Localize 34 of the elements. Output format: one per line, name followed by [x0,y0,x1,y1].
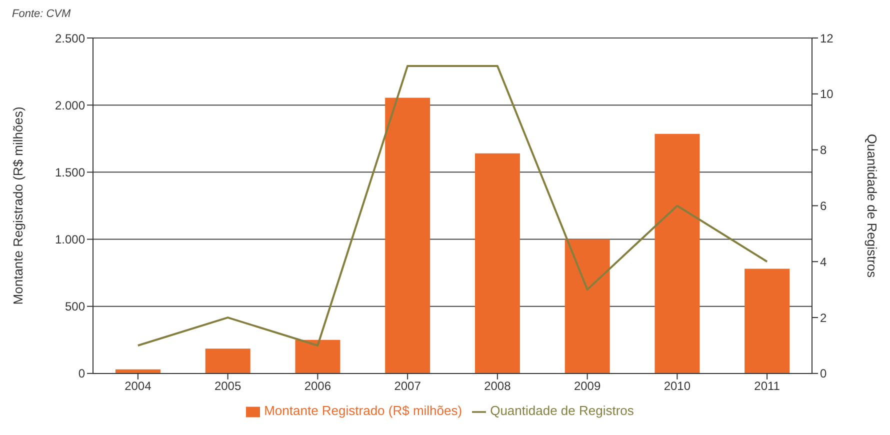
x-tick-label: 2007 [394,378,422,393]
y-tick-label: 1.000 [54,232,86,247]
bar [205,348,250,374]
x-tick-label: 2006 [304,378,332,393]
legend-label: Quantidade de Registros [490,403,634,418]
bar [744,268,790,374]
y2-tick-label: 2 [820,310,827,325]
source-note: Fonte: CVM [12,8,72,22]
y2-axis-title: Quantidade de Registros [864,134,880,278]
x-tick-label: 2009 [574,378,601,393]
bar [564,239,610,374]
x-tick-label: 2008 [484,378,512,393]
x-tick-label: 2011 [754,378,780,393]
y-tick-label: 500 [64,300,86,314]
x-tick-label: 2010 [664,378,691,393]
legend-label: Montante Registrado (R$ milhões) [264,403,462,418]
y2-tick-label: 6 [820,198,827,213]
x-tick-label: 2005 [214,378,242,393]
bar [295,340,340,374]
bar [654,134,700,374]
y-tick-label: 1.500 [54,165,86,180]
y-tick-label: 2.500 [54,31,86,46]
y-axis-title: Montante Registrado (R$ milhões) [10,106,26,305]
y-tick-label: 2.000 [54,98,86,112]
bar [385,98,430,374]
y2-tick-label: 0 [820,366,827,381]
y2-tick-label: 8 [820,143,827,158]
y2-tick-label: 12 [820,31,834,46]
y2-tick-label: 4 [820,254,827,269]
line-series [136,64,768,346]
bar [474,153,520,374]
x-tick-label: 2004 [124,378,152,393]
y-tick-label: 0 [78,366,86,381]
y2-tick-label: 10 [820,87,834,102]
